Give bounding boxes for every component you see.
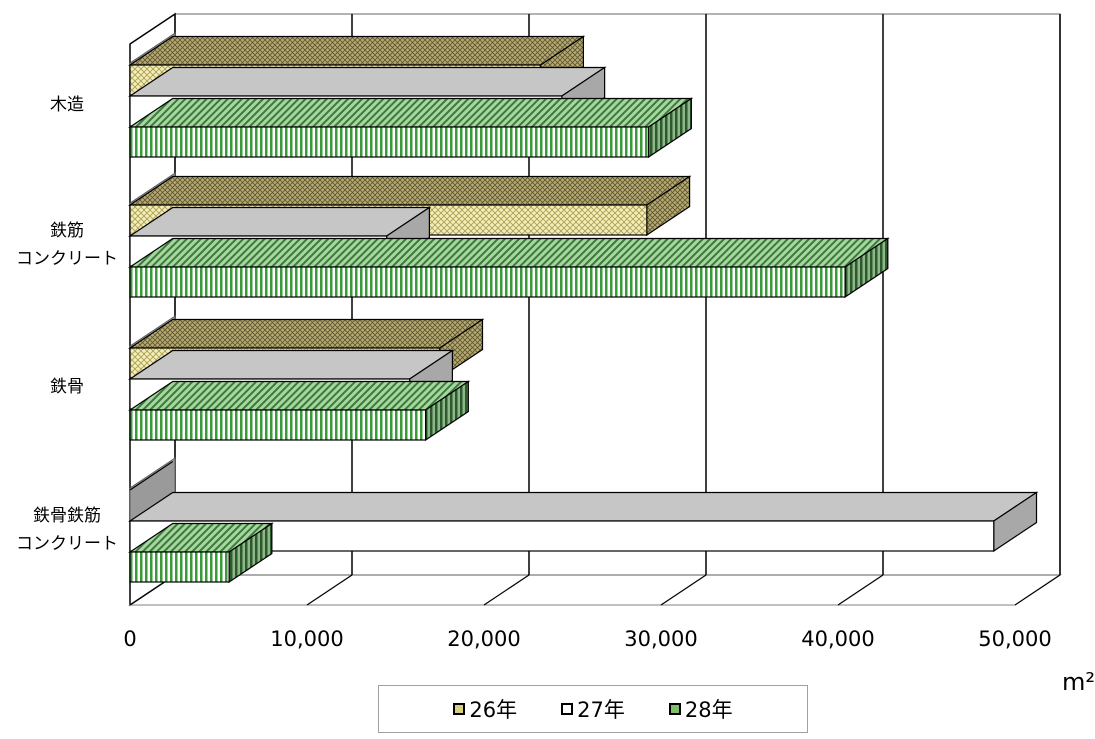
- bar-top-s1: [128, 206, 432, 237]
- legend-swatch-26: [453, 703, 466, 715]
- x-tick-label: 30,000: [624, 627, 697, 651]
- bar-top-s2: [128, 237, 890, 268]
- bar-s2-c3: [129, 551, 230, 583]
- bar-top-s2: [128, 380, 471, 411]
- legend-label-27: 27年: [577, 698, 625, 722]
- floor-gridline: [306, 574, 353, 606]
- category-label: 鉄骨: [50, 377, 84, 397]
- bar-top-s0: [128, 175, 692, 206]
- floor-plane: [128, 574, 1062, 606]
- bar-top-s1: [128, 66, 607, 97]
- bar-s2-c0: [129, 126, 650, 158]
- legend-item-26: 26年: [453, 694, 517, 724]
- x-tick-label: 10,000: [270, 627, 343, 651]
- floor-gridline: [1014, 574, 1061, 606]
- bar-top-s1: [128, 491, 1039, 522]
- legend-item-28: 28年: [668, 694, 733, 724]
- category-label: 鉄骨鉄筋コンクリート: [16, 506, 118, 554]
- x-tick-label: 40,000: [801, 627, 874, 651]
- floor-gridline: [483, 574, 530, 606]
- x-tick-label: 0: [123, 627, 136, 651]
- legend-swatch-27: [561, 703, 574, 715]
- legend: 26年 27年 28年: [378, 685, 808, 733]
- floor-gridline: [660, 574, 707, 606]
- x-tick-label: 20,000: [447, 627, 520, 651]
- bar-top-s2: [128, 97, 694, 128]
- bar-s2-c2: [129, 409, 427, 441]
- unit-label: m²: [1062, 668, 1095, 696]
- bar-top-s0: [129, 461, 174, 491]
- bar-top-s0: [128, 318, 485, 349]
- x-tick-label: 50,000: [978, 627, 1051, 651]
- legend-label-26: 26年: [469, 698, 518, 722]
- bar-top-s0: [128, 35, 586, 66]
- legend-label-28: 28年: [684, 698, 733, 722]
- floor-gridline: [837, 574, 884, 606]
- category-label: 鉄筋コンクリート: [16, 221, 118, 269]
- legend-item-27: 27年: [561, 694, 625, 724]
- category-label: 木造: [50, 95, 84, 115]
- bar-s1-c3: [129, 520, 995, 552]
- bar-s2-c1: [129, 266, 846, 298]
- legend-swatch-28: [668, 703, 681, 715]
- bar-top-s1: [128, 349, 455, 380]
